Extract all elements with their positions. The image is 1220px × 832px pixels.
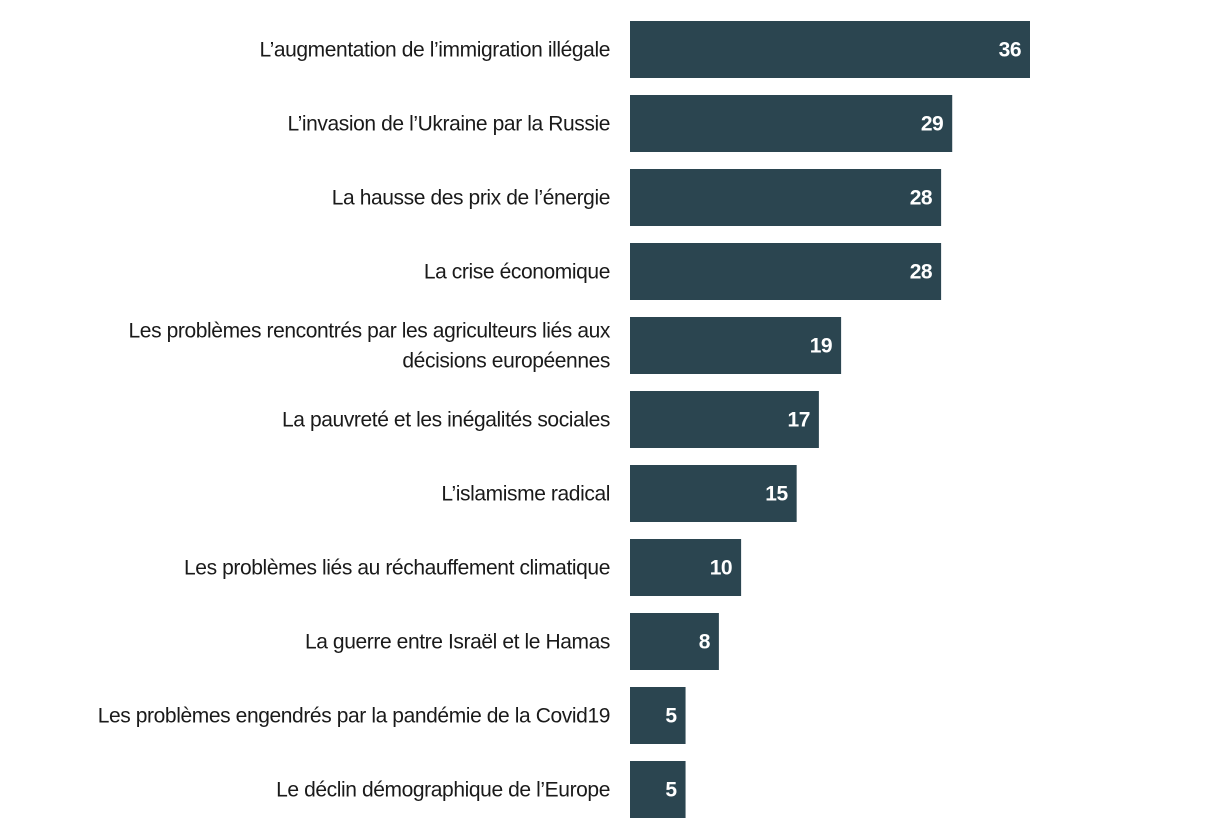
bar-value-label: 28	[910, 187, 933, 210]
category-label: décisions européennes	[402, 350, 610, 373]
category-label: La guerre entre Israël et le Hamas	[305, 631, 610, 654]
bar	[630, 613, 719, 670]
bar-value-label: 5	[665, 779, 677, 802]
bar	[630, 243, 942, 300]
bar-value-label: 8	[699, 631, 711, 654]
bar	[630, 95, 953, 152]
bar	[630, 539, 742, 596]
category-label: La hausse des prix de l’énergie	[332, 187, 610, 210]
bar	[630, 761, 686, 818]
category-label: L’invasion de l’Ukraine par la Russie	[287, 113, 610, 136]
bar	[630, 465, 797, 522]
bar	[630, 169, 942, 226]
bar-value-label: 28	[910, 261, 933, 284]
category-label: L’augmentation de l’immigration illégale	[259, 39, 610, 62]
bar-value-label: 17	[788, 409, 810, 432]
bar	[630, 21, 1030, 78]
bar	[630, 391, 819, 448]
bar	[630, 687, 686, 744]
bar-value-label: 36	[999, 39, 1021, 62]
category-label: La crise économique	[424, 261, 610, 284]
bar-value-label: 5	[665, 705, 677, 728]
category-label: La pauvreté et les inégalités sociales	[282, 409, 610, 432]
category-label: Le déclin démographique de l’Europe	[276, 779, 610, 802]
bar-value-label: 19	[810, 335, 832, 358]
bar-value-label: 29	[921, 113, 943, 136]
category-label: L’islamisme radical	[441, 483, 610, 506]
category-label: Les problèmes engendrés par la pandémie …	[98, 705, 610, 728]
bar-value-label: 15	[765, 483, 788, 506]
category-label: Les problèmes liés au réchauffement clim…	[184, 557, 610, 580]
category-label: Les problèmes rencontrés par les agricul…	[129, 320, 611, 343]
bar-value-label: 10	[710, 557, 732, 580]
bar	[630, 317, 842, 374]
